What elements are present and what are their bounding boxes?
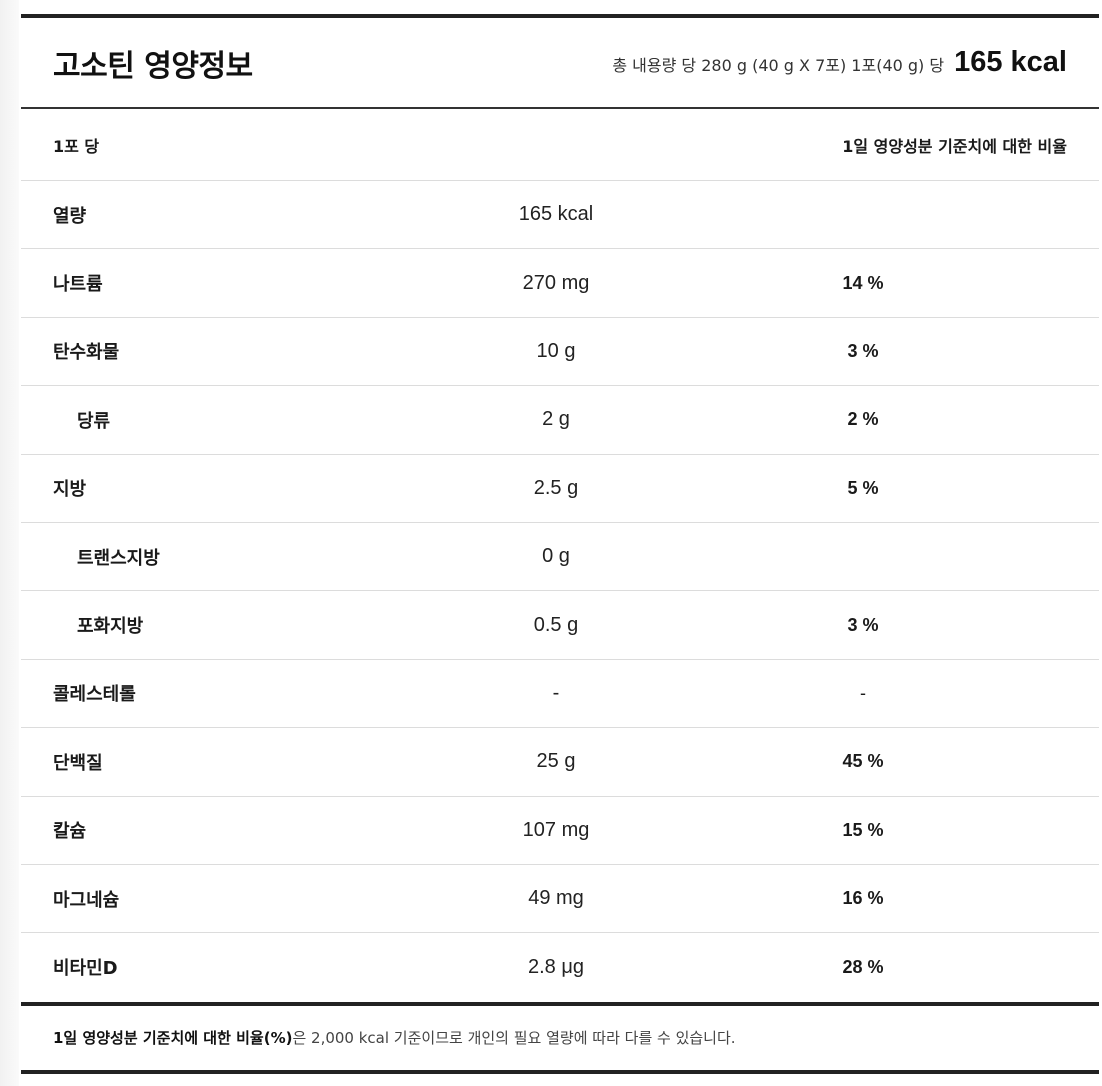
nutrient-amount: 25 g bbox=[536, 750, 576, 773]
column-header-right: 1일 영양성분 기준치에 대한 비율 bbox=[842, 136, 1067, 156]
nutrient-percent bbox=[763, 181, 963, 248]
nutrient-name: 열량 bbox=[53, 205, 87, 227]
nutrient-amount: 2.5 g bbox=[533, 476, 579, 499]
nutrient-name: 비타민D bbox=[53, 958, 118, 980]
table-row: 나트륨 270 mg 14 % bbox=[21, 249, 1099, 318]
nutrient-name: 당류 bbox=[77, 410, 111, 432]
nutrient-amount: 49 mg bbox=[528, 887, 584, 910]
nutrient-name: 칼슘 bbox=[53, 821, 87, 843]
table-row: 지방 2.5 g 5 % bbox=[21, 455, 1099, 523]
nutrient-amount: - bbox=[552, 681, 560, 704]
nutrient-name: 트랜스지방 bbox=[77, 547, 160, 569]
column-header: 1포 당 1일 영양성분 기준치에 대한 비율 bbox=[21, 109, 1099, 181]
table-row: 콜레스테롤 - - bbox=[21, 660, 1099, 729]
nutrient-name: 마그네슘 bbox=[53, 889, 120, 911]
nutrient-percent: - bbox=[860, 682, 866, 703]
nutrient-amount: 2 g bbox=[542, 408, 570, 431]
nutrition-header: 고소틴 영양정보 총 내용량 당 280 g (40 g X 7포) 1포(40… bbox=[21, 18, 1099, 109]
page-title: 고소틴 영양정보 bbox=[53, 48, 253, 84]
table-row: 탄수화물 10 g 3 % bbox=[21, 318, 1099, 387]
table-bottom-rule bbox=[21, 1001, 1099, 1006]
nutrient-percent: 28 % bbox=[842, 956, 884, 977]
nutrient-percent: 16 % bbox=[842, 888, 884, 909]
nutrient-percent: 45 % bbox=[842, 751, 884, 772]
footnote: 1일 영양성분 기준치에 대한 비율(%) 은 2,000 kcal 기준이므로 … bbox=[21, 1006, 1099, 1070]
nutrient-name: 나트륨 bbox=[53, 274, 103, 296]
nutrient-amount: 165 kcal bbox=[518, 203, 594, 226]
table-row: 트랜스지방 0 g bbox=[21, 523, 1099, 592]
serving-summary: 총 내용량 당 280 g (40 g X 7포) 1포(40 g) 당 165… bbox=[612, 46, 1067, 79]
nutrient-amount: 0 g bbox=[542, 545, 570, 568]
nutrient-name: 지방 bbox=[53, 479, 87, 501]
nutrient-amount: 10 g bbox=[536, 339, 576, 362]
serving-info: 총 내용량 당 280 g (40 g X 7포) 1포(40 g) 당 bbox=[612, 56, 945, 75]
calories-total: 165 kcal bbox=[954, 46, 1067, 78]
nutrient-name: 콜레스테롤 bbox=[53, 684, 136, 706]
nutrition-panel: 고소틴 영양정보 총 내용량 당 280 g (40 g X 7포) 1포(40… bbox=[21, 14, 1099, 1074]
nutrient-name: 포화지방 bbox=[77, 616, 144, 638]
nutrient-percent: 14 % bbox=[842, 272, 884, 293]
table-row: 단백질 25 g 45 % bbox=[21, 728, 1099, 797]
left-edge-shade bbox=[0, 0, 19, 1086]
nutrient-amount: 2.8 μg bbox=[527, 955, 584, 978]
footnote-text: 은 2,000 kcal 기준이므로 개인의 필요 열량에 따라 다를 수 있습… bbox=[292, 1029, 736, 1048]
nutrient-percent: 15 % bbox=[842, 819, 884, 840]
table-row: 칼슘 107 mg 15 % bbox=[21, 797, 1099, 865]
nutrient-name: 단백질 bbox=[53, 752, 103, 774]
table-row: 마그네슘 49 mg 16 % bbox=[21, 865, 1099, 934]
nutrient-percent bbox=[763, 523, 963, 590]
table-row: 비타민D 2.8 μg 28 % bbox=[21, 933, 1099, 1001]
nutrient-amount: 270 mg bbox=[522, 271, 590, 294]
nutrient-percent: 5 % bbox=[847, 477, 879, 498]
nutrient-amount: 107 mg bbox=[522, 818, 590, 841]
table-row: 포화지방 0.5 g 3 % bbox=[21, 591, 1099, 660]
nutrient-amount: 0.5 g bbox=[533, 613, 579, 636]
top-rule bbox=[21, 14, 1099, 18]
nutrient-table: 열량 165 kcal 나트륨 270 mg 14 % 탄수화물 10 g 3 … bbox=[21, 181, 1099, 1002]
footnote-bold: 1일 영양성분 기준치에 대한 비율(%) bbox=[53, 1029, 293, 1048]
nutrient-name: 탄수화물 bbox=[53, 342, 120, 364]
nutrient-percent: 3 % bbox=[847, 614, 879, 635]
nutrient-percent: 3 % bbox=[847, 340, 879, 361]
column-header-left: 1포 당 bbox=[53, 136, 100, 156]
table-row: 열량 165 kcal bbox=[21, 181, 1099, 250]
footer-rule bbox=[21, 1069, 1099, 1074]
nutrient-percent: 2 % bbox=[847, 409, 879, 430]
table-row: 당류 2 g 2 % bbox=[21, 386, 1099, 455]
